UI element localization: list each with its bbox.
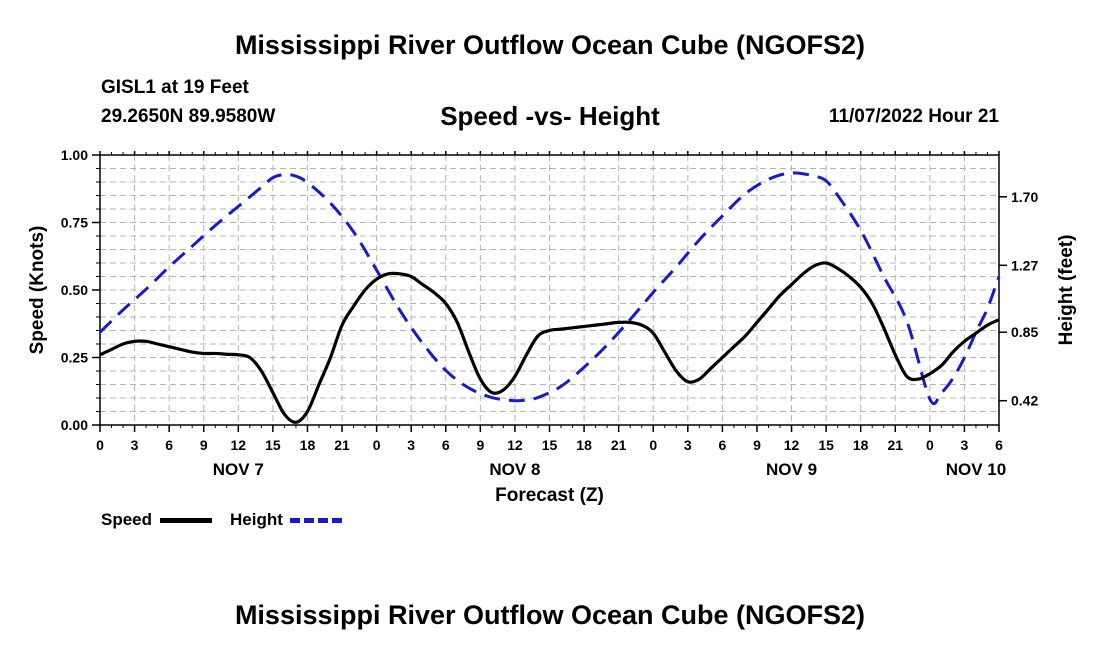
station-label: GISL1 at 19 Feet bbox=[101, 77, 249, 98]
y-tick-label: 0.00 bbox=[61, 417, 88, 433]
x-tick-label: 0 bbox=[649, 437, 657, 453]
footer-title: Mississippi River Outflow Ocean Cube (NG… bbox=[234, 600, 866, 630]
x-tick-label: 18 bbox=[576, 437, 592, 453]
chart-subtitle: Speed -vs- Height bbox=[440, 101, 660, 131]
x-tick-label: 6 bbox=[442, 437, 450, 453]
x-tick-label: 12 bbox=[507, 437, 523, 453]
speed-series-line bbox=[99, 261, 1000, 424]
y-tick-label: 0.75 bbox=[61, 215, 88, 231]
x-tick-label: 0 bbox=[926, 437, 934, 453]
height-series-line bbox=[98, 171, 1001, 406]
day-label: NOV 8 bbox=[489, 460, 540, 479]
legend-speed-swatch bbox=[160, 518, 212, 523]
x-tick-label: 3 bbox=[961, 437, 969, 453]
day-label: NOV 7 bbox=[213, 460, 264, 479]
x-tick-label: 12 bbox=[231, 437, 247, 453]
x-tick-label: 21 bbox=[887, 437, 903, 453]
y-tick-label: 0.50 bbox=[61, 282, 88, 298]
legend-height-label: Height bbox=[230, 510, 283, 529]
legend-speed-label: Speed bbox=[101, 510, 153, 529]
x-tick-label: 12 bbox=[784, 437, 800, 453]
forecast-datetime: 11/07/2022 Hour 21 bbox=[828, 106, 999, 127]
y-tick-label: 1.00 bbox=[61, 147, 88, 163]
x-tick-label: 21 bbox=[611, 437, 627, 453]
x-tick-label: 15 bbox=[265, 437, 281, 453]
legend-height-swatch bbox=[290, 518, 342, 523]
x-tick-label: 3 bbox=[684, 437, 692, 453]
station-coordinates: 29.2650N 89.9580W bbox=[101, 106, 276, 127]
x-tick-label: 6 bbox=[995, 437, 1003, 453]
x-tick-label: 15 bbox=[542, 437, 558, 453]
chart-title: Mississippi River Outflow Ocean Cube (NG… bbox=[234, 30, 866, 60]
x-tick-label: 0 bbox=[96, 437, 104, 453]
x-tick-label: 0 bbox=[373, 437, 381, 453]
x-tick-label: 3 bbox=[407, 437, 415, 453]
x-tick-label: 9 bbox=[476, 437, 484, 453]
x-tick-label: 3 bbox=[131, 437, 139, 453]
y-tick-label: 0.25 bbox=[61, 350, 88, 366]
y-right-tick-label: 1.70 bbox=[1011, 189, 1038, 205]
day-label: NOV 10 bbox=[946, 460, 1006, 479]
y-right-tick-label: 0.42 bbox=[1011, 393, 1038, 409]
y-right-tick-label: 1.27 bbox=[1011, 257, 1038, 273]
x-tick-label: 9 bbox=[200, 437, 208, 453]
x-tick-label: 18 bbox=[300, 437, 316, 453]
x-tick-label: 6 bbox=[165, 437, 173, 453]
x-tick-label: 9 bbox=[753, 437, 761, 453]
x-tick-label: 21 bbox=[334, 437, 350, 453]
x-tick-label: 15 bbox=[818, 437, 834, 453]
y-right-tick-label: 0.85 bbox=[1011, 324, 1038, 340]
x-tick-label: 6 bbox=[718, 437, 726, 453]
y-axis-title: Speed (Knots) bbox=[27, 226, 48, 355]
y-right-axis-title: Height (feet) bbox=[1056, 235, 1077, 346]
day-label: NOV 9 bbox=[766, 460, 817, 479]
x-tick-label: 18 bbox=[853, 437, 869, 453]
x-axis-title: Forecast (Z) bbox=[495, 485, 604, 506]
